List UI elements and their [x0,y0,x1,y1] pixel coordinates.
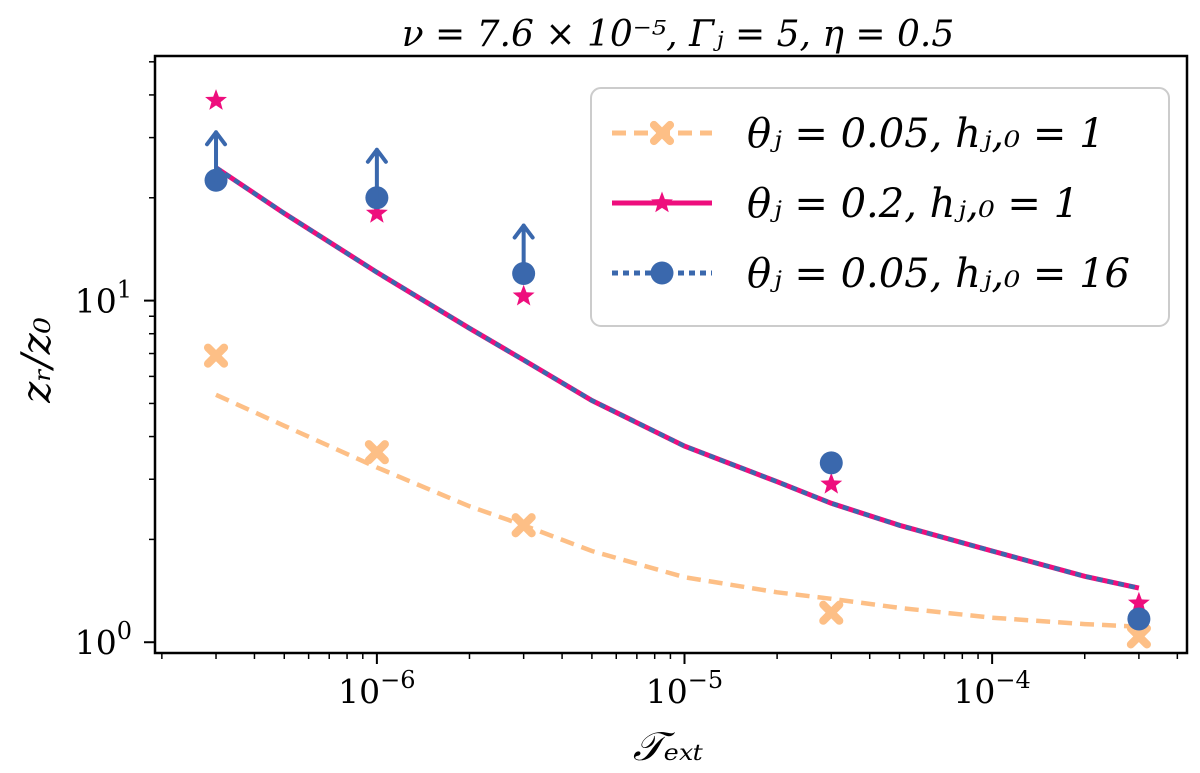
legend-label: θⱼ = 0.05, hⱼ,₀ = 1 [747,111,1105,157]
y-tick-label: 100 [75,617,132,662]
y-axis-ticks: 100 101 [75,61,155,662]
lower-limit-arrows [205,130,535,276]
data-point-series-0 [364,440,389,465]
legend-label: θⱼ = 0.05, hⱼ,₀ = 16 [747,251,1130,297]
y-tick-label: 101 [75,276,132,321]
data-point-series-1 [365,201,388,223]
legend-marker [649,120,675,146]
legend-box [590,87,1170,327]
legend: θⱼ = 0.05, hⱼ,₀ = 1 θⱼ = 0.2, hⱼ,₀ = 1 θⱼ … [590,87,1170,327]
series-curve-2 [214,165,1140,591]
x-tick-label: 10−4 [953,666,1030,711]
lower-limit-arrow [512,223,535,276]
data-point-series-2 [819,451,843,475]
chart-title: ν = 7.6 × 10⁻⁵, Γⱼ = 5, η = 0.5 [402,14,955,55]
data-point-series-0 [1126,624,1151,649]
data-point-series-1 [820,472,843,494]
series-curves [214,165,1140,629]
legend-label: θⱼ = 0.2, hⱼ,₀ = 1 [747,181,1079,227]
data-point-series-0 [819,600,844,625]
x-axis-label: 𝒯ₑₓₜ [633,724,703,770]
legend-entries: θⱼ = 0.05, hⱼ,₀ = 1 θⱼ = 0.2, hⱼ,₀ = 1 θⱼ … [612,111,1130,297]
data-point-series-2 [1127,607,1151,631]
lower-limit-arrow [205,130,228,183]
data-point-series-1 [1127,591,1150,613]
data-point-series-1 [512,284,535,306]
x-tick-label: 10−5 [646,666,723,711]
data-point-series-0 [203,343,229,368]
data-point-series-1 [205,89,227,110]
data-point-series-0 [511,513,536,538]
legend-marker [650,261,674,285]
y-axis-label: zᵣ/z₀ [14,317,60,404]
x-axis-ticks: 10−6 10−5 10−4 [161,653,1179,711]
x-tick-label: 10−6 [338,666,415,711]
legend-marker [651,191,673,213]
lower-limit-arrow [365,147,388,200]
series-curve-0 [215,392,1140,629]
